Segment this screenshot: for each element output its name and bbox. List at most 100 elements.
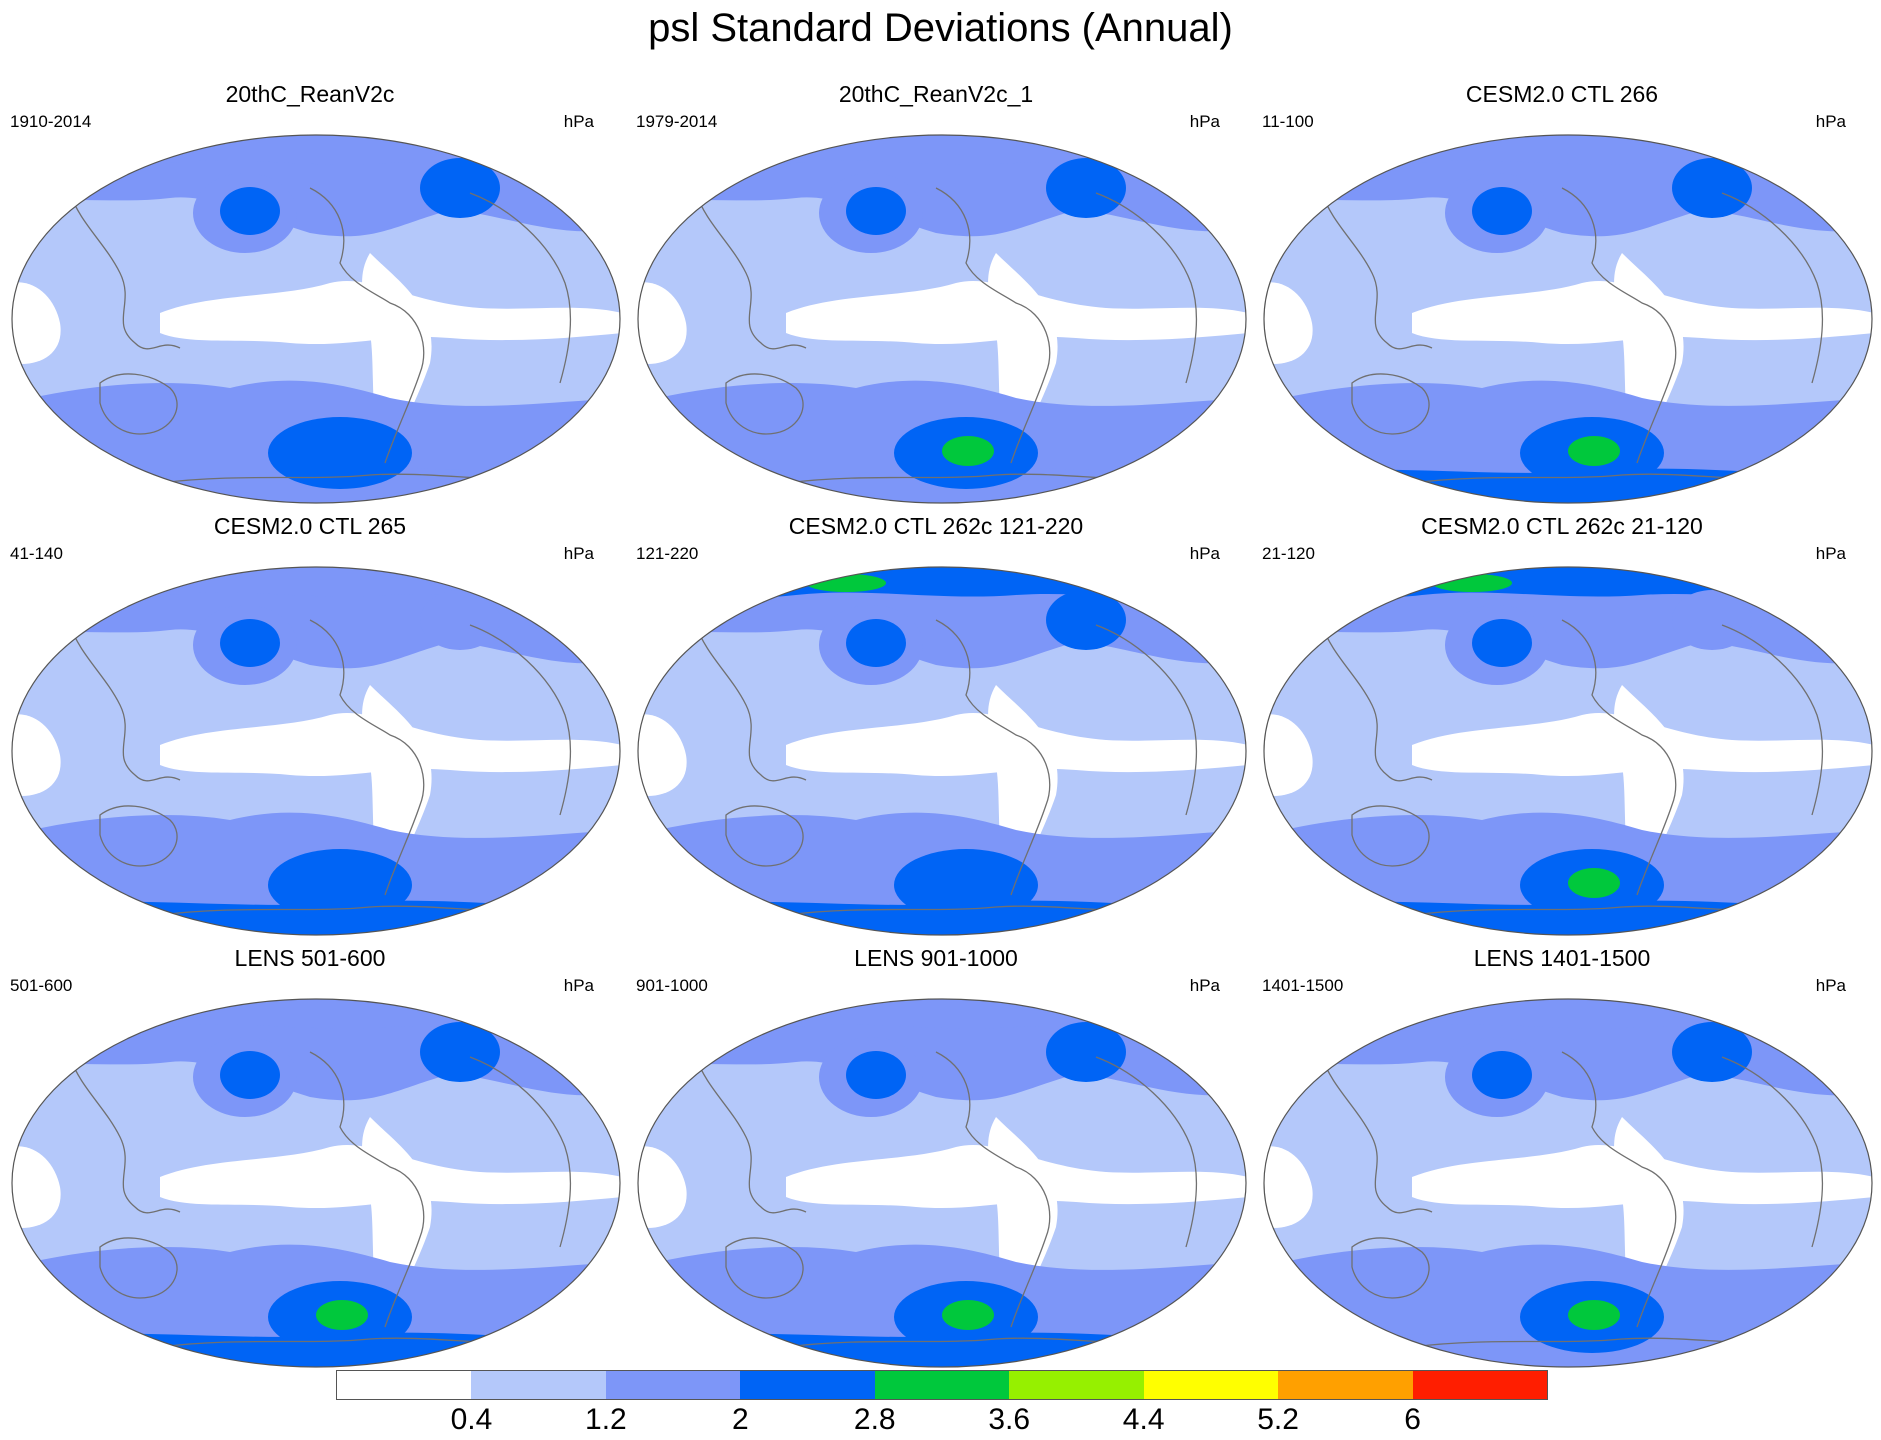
contour-north-atlantic bbox=[1046, 158, 1126, 218]
coast-africa-europe bbox=[1721, 624, 1824, 816]
panel-title: CESM2.0 CTL 265 bbox=[213, 513, 407, 539]
panel-unit: hPa bbox=[563, 112, 594, 131]
coast-east-asia bbox=[69, 192, 181, 350]
coast-australia bbox=[1351, 805, 1430, 867]
coast-africa-europe bbox=[1095, 1056, 1198, 1248]
colorbar-cell bbox=[1412, 1371, 1548, 1399]
map-panel: CESM2.0 CTL 262c 21-120 21-120 hPa bbox=[1252, 512, 1873, 936]
contour-indian-white bbox=[12, 714, 61, 796]
map-panel: CESM2.0 CTL 265 41-140 hPa bbox=[0, 512, 621, 936]
map-svg bbox=[1263, 998, 1873, 1368]
coast-australia bbox=[99, 805, 178, 867]
contour-aleutian-core bbox=[220, 619, 280, 667]
contour-southern-pacific-core bbox=[942, 436, 994, 466]
contour-aleutian-core bbox=[846, 187, 906, 235]
contour-southern-pacific-outer bbox=[268, 417, 412, 489]
contour-north-atlantic bbox=[1672, 158, 1752, 218]
colorbar-tick-label: 5.2 bbox=[1257, 1403, 1299, 1436]
panel-period: 1401-1500 bbox=[1262, 976, 1344, 995]
map-border bbox=[1263, 566, 1873, 936]
coast-americas bbox=[309, 619, 425, 896]
colorbar-tick-label: 1.2 bbox=[585, 1403, 627, 1436]
coast-africa-europe bbox=[1095, 624, 1198, 816]
map-border bbox=[11, 134, 621, 504]
coast-east-asia bbox=[695, 192, 807, 350]
colorbar-tick-label: 0.4 bbox=[450, 1403, 493, 1436]
coast-americas bbox=[935, 619, 1051, 896]
colorbar-cell bbox=[605, 1371, 741, 1399]
coast-americas bbox=[1561, 619, 1677, 896]
panel-unit: hPa bbox=[563, 976, 594, 995]
contour-indian-white bbox=[638, 1146, 687, 1228]
panel-unit: hPa bbox=[1815, 544, 1846, 563]
coast-east-asia bbox=[69, 1056, 181, 1214]
colorbar-tick-label: 4.4 bbox=[1122, 1403, 1165, 1436]
panel-title: 20thC_ReanV2c bbox=[225, 81, 395, 107]
coast-east-asia bbox=[1321, 624, 1433, 782]
colorbar-cell bbox=[874, 1371, 1010, 1399]
map-svg bbox=[1263, 134, 1873, 504]
coast-americas bbox=[309, 1051, 425, 1328]
map-panel: LENS 1401-1500 1401-1500 hPa bbox=[1252, 944, 1873, 1368]
contour-aleutian-core bbox=[846, 619, 906, 667]
panel-period: 121-220 bbox=[636, 544, 699, 563]
panel-title: LENS 1401-1500 bbox=[1473, 945, 1651, 971]
panel-unit: hPa bbox=[1815, 976, 1846, 995]
map-svg bbox=[1263, 566, 1873, 936]
map-panel: CESM2.0 CTL 266 11-100 hPa bbox=[1252, 80, 1873, 504]
colorbar-tick-label: 2.8 bbox=[853, 1403, 896, 1436]
panel-unit: hPa bbox=[1815, 112, 1846, 131]
panel-unit: hPa bbox=[1189, 976, 1220, 995]
contour-southern-pacific-core bbox=[1568, 868, 1620, 898]
panel-unit: hPa bbox=[1189, 112, 1220, 131]
colorbar-tick-label: 2 bbox=[731, 1403, 749, 1436]
coast-australia bbox=[725, 373, 804, 435]
figure-title: psl Standard Deviations (Annual) bbox=[648, 6, 1233, 50]
coast-americas bbox=[935, 187, 1051, 464]
contour-arctic bbox=[638, 999, 1246, 1032]
contour-indian-white bbox=[1264, 1146, 1313, 1228]
panel-period: 41-140 bbox=[10, 544, 63, 563]
map-panel: LENS 501-600 501-600 hPa bbox=[0, 944, 621, 1368]
contour-aleutian-core bbox=[846, 1051, 906, 1099]
colorbar-cell bbox=[471, 1371, 607, 1399]
contour-indian-white bbox=[638, 714, 687, 796]
map-svg bbox=[11, 998, 621, 1368]
contour-arctic bbox=[12, 135, 620, 168]
contour-southern-pacific-outer bbox=[894, 849, 1038, 921]
map-border bbox=[11, 998, 621, 1368]
contour-indian-white bbox=[1264, 714, 1313, 796]
panel-unit: hPa bbox=[1189, 544, 1220, 563]
coast-east-asia bbox=[69, 624, 181, 782]
contour-arctic bbox=[1264, 567, 1872, 600]
colorbar-tick-label: 6 bbox=[1404, 1403, 1421, 1436]
contour-aleutian-core bbox=[1472, 1051, 1532, 1099]
contour-indian-white bbox=[12, 282, 61, 364]
map-svg bbox=[637, 998, 1247, 1368]
contour-north-atlantic bbox=[420, 590, 500, 650]
coast-australia bbox=[1351, 1237, 1430, 1299]
panel-title: CESM2.0 CTL 262c 21-120 bbox=[1421, 513, 1703, 539]
contour-indian-white bbox=[638, 282, 687, 364]
coast-australia bbox=[725, 1237, 804, 1299]
contour-aleutian-core bbox=[1472, 187, 1532, 235]
coast-australia bbox=[99, 1237, 178, 1299]
panel-period: 901-1000 bbox=[636, 976, 708, 995]
colorbar-cell bbox=[1009, 1371, 1145, 1399]
map-border bbox=[637, 134, 1247, 504]
map-svg bbox=[637, 134, 1247, 504]
coast-africa-europe bbox=[1721, 192, 1824, 384]
map-panel: CESM2.0 CTL 262c 121-220 121-220 hPa bbox=[626, 512, 1247, 936]
colorbar-tick-label: 3.6 bbox=[988, 1403, 1031, 1436]
contour-arctic bbox=[1264, 135, 1872, 168]
coast-americas bbox=[1561, 1051, 1677, 1328]
coast-australia bbox=[99, 373, 178, 435]
colorbar-cell bbox=[740, 1371, 876, 1399]
panel-period: 1979-2014 bbox=[636, 112, 718, 131]
map-svg bbox=[11, 134, 621, 504]
contour-arctic bbox=[638, 567, 1246, 600]
panel-title: LENS 501-600 bbox=[234, 945, 386, 971]
coast-africa-europe bbox=[469, 624, 572, 816]
colorbar bbox=[336, 1370, 1548, 1400]
map-border bbox=[1263, 998, 1873, 1368]
